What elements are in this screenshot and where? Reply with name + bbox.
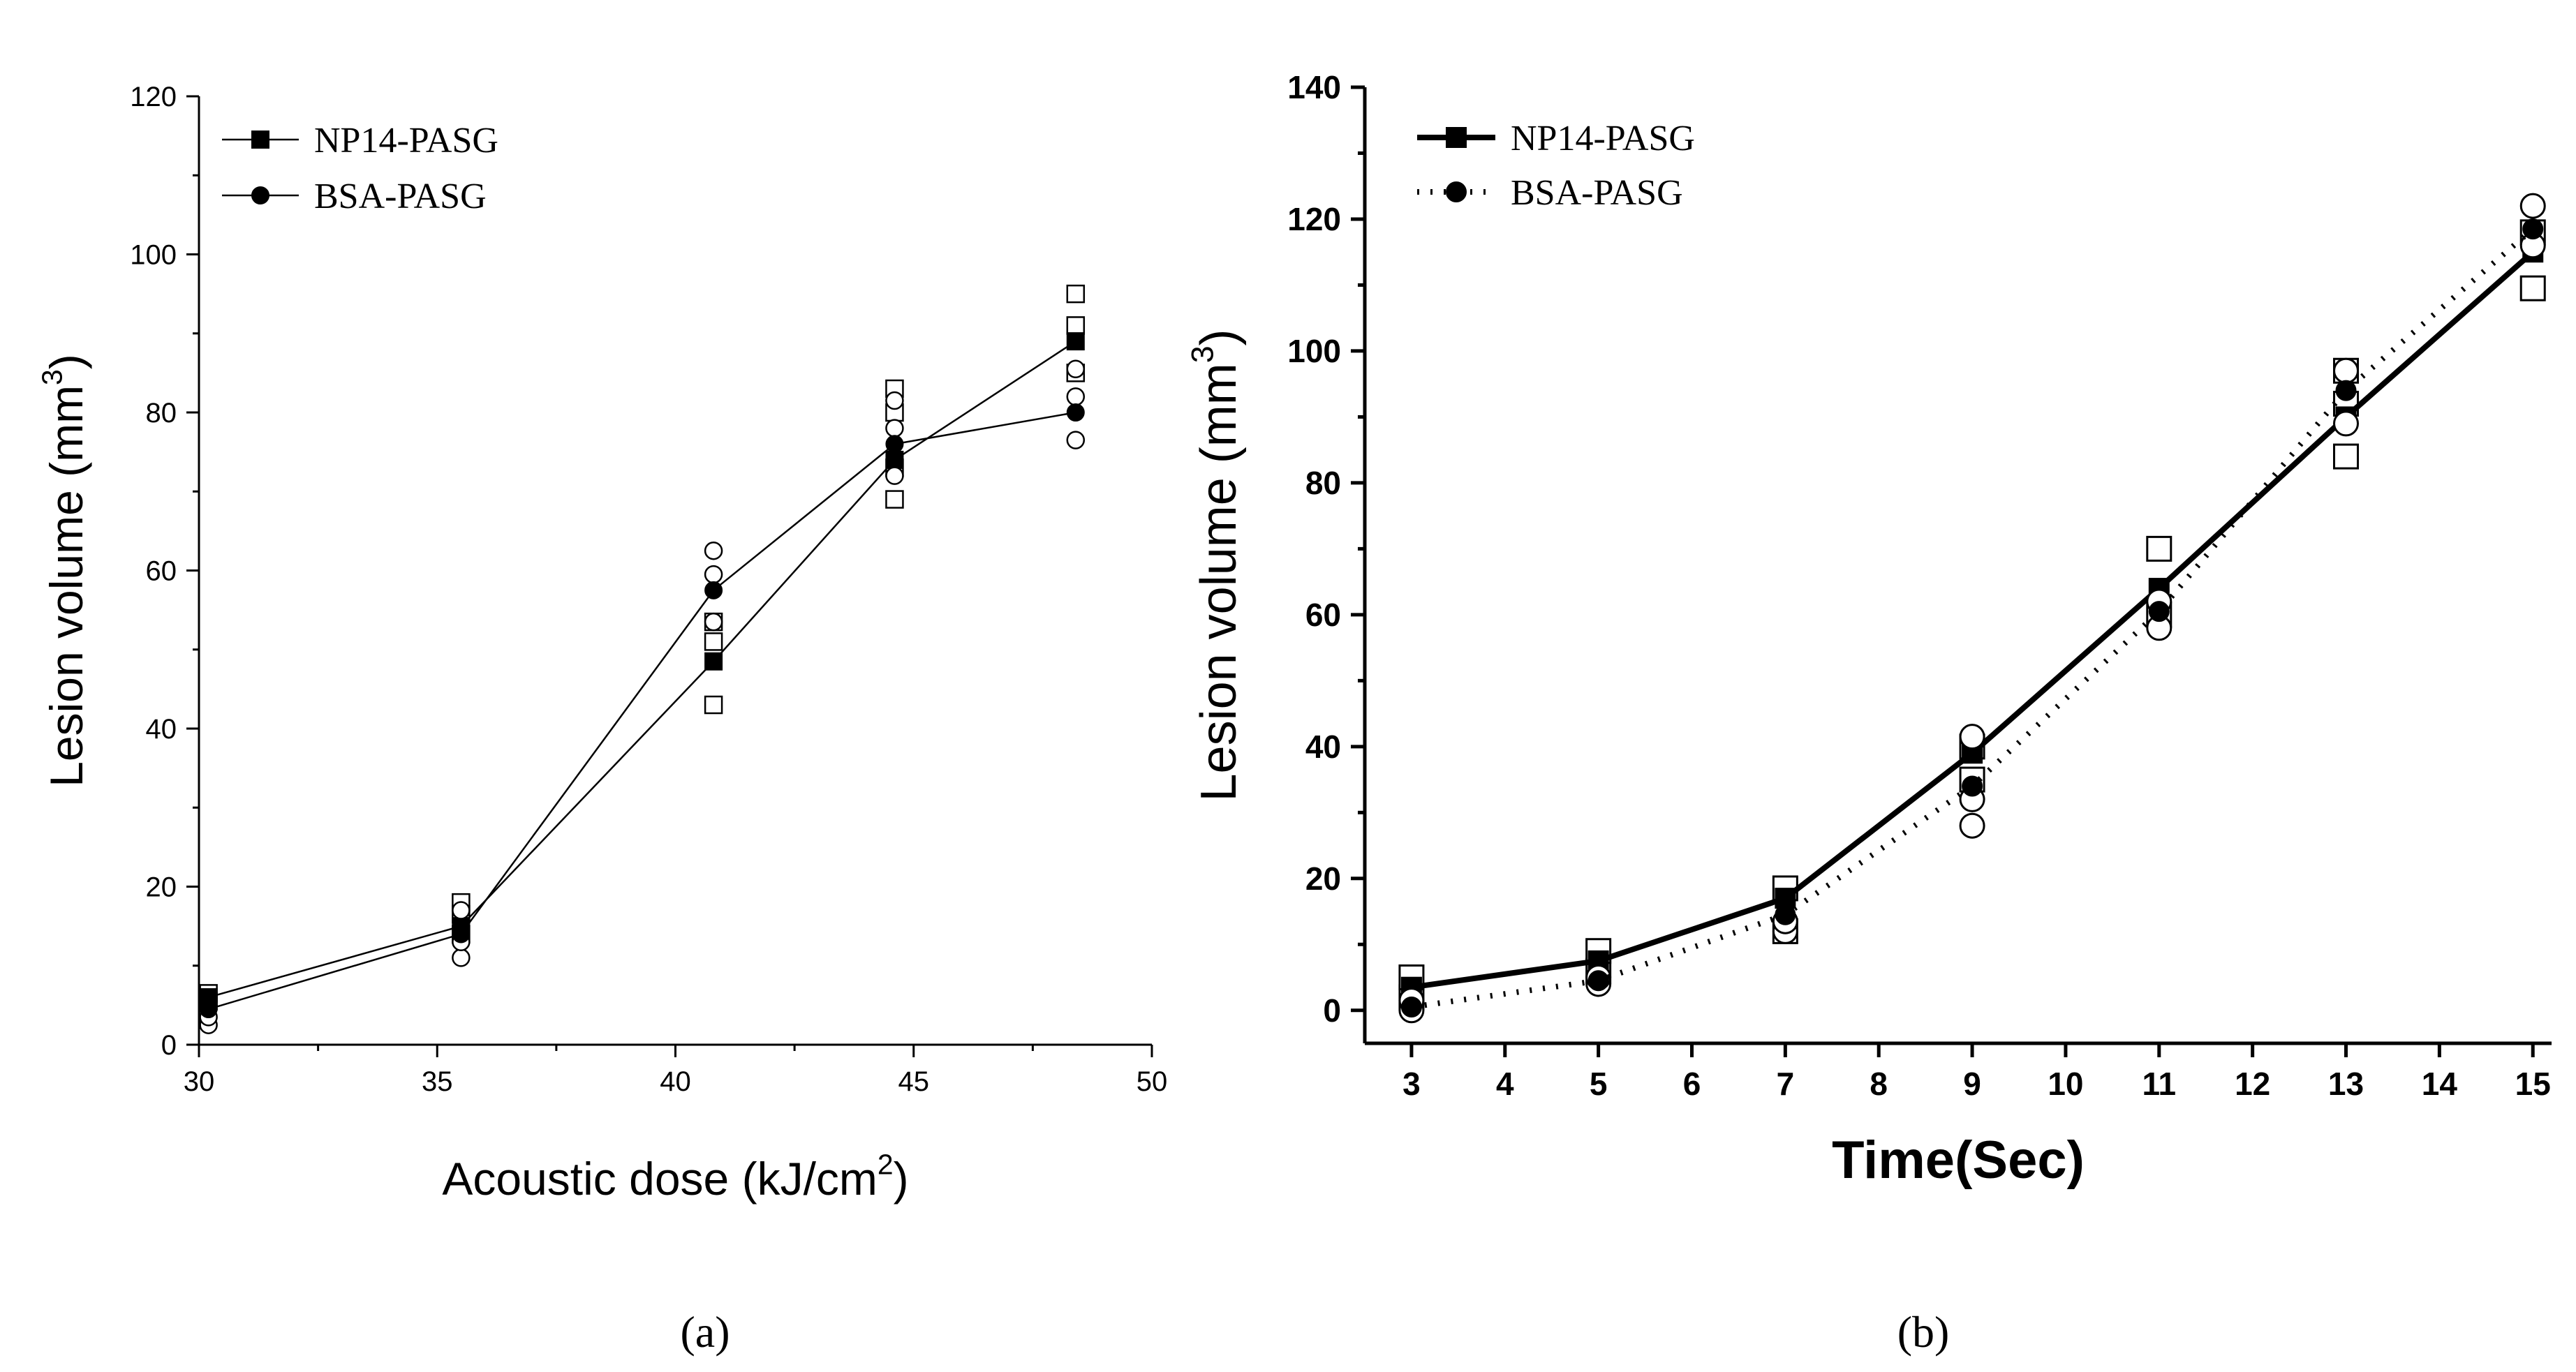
b-series-bsa-pasg-mean-point	[2335, 380, 2357, 401]
b-x-tick-label: 4	[1496, 1066, 1514, 1102]
b-series-bsa-pasg-mean-point	[1775, 904, 1796, 925]
b-series-np14-pasg-replicate-point	[2146, 535, 2172, 562]
b-y-tick-label: 0	[1323, 992, 1341, 1029]
a-x-tick-label: 50	[1137, 1066, 1168, 1097]
a-series-np14-pasg-replicate-point	[885, 490, 904, 509]
a-y-axis-label: Lesion volume (mm3)	[36, 354, 92, 787]
a-series-bsa-pasg-mean-point	[1066, 403, 1085, 422]
a-series-bsa-pasg-replicate-point	[885, 391, 904, 410]
a-series-bsa-pasg-replicate-point	[1066, 387, 1086, 406]
b-y-tick-label: 60	[1305, 597, 1341, 633]
a-series-bsa-pasg-replicate-point	[452, 901, 471, 920]
b-y-tick-label: 20	[1305, 860, 1341, 897]
b-series-bsa-pasg-mean-point	[1400, 997, 1422, 1018]
a-legend-label: BSA-PASG	[314, 177, 487, 216]
a-series-np14-pasg-replicate-point	[704, 632, 723, 651]
b-series-bsa-pasg-replicate-point	[2519, 193, 2546, 219]
b-x-tick-label: 15	[2515, 1066, 2551, 1102]
b-y-tick-label: 80	[1305, 465, 1341, 501]
a-series-np14-pasg-mean-point	[1066, 332, 1085, 351]
panel-a-chart: 0 20 40 60 80 100 120 30 35 40 45 50 Acoustic dose (…	[36, 82, 1167, 1205]
a-y-tick-label: 60	[146, 556, 177, 587]
a-legend-marker-bsa-pasg	[251, 186, 269, 204]
a-series-bsa-pasg-line	[208, 411, 1076, 1011]
a-series-bsa-pasg-replicate-point	[885, 466, 904, 485]
b-legend-label: BSA-PASG	[1511, 173, 1683, 213]
b-x-tick-label: 9	[1963, 1066, 1981, 1102]
b-series-bsa-pasg-mean-point	[2148, 601, 2170, 622]
a-y-tick-label: 100	[130, 240, 177, 271]
b-series-np14-pasg-replicate-point	[2333, 443, 2360, 470]
b-y-tick-label: 100	[1287, 333, 1341, 369]
caption-b: (b)	[1897, 1307, 1950, 1357]
b-series-bsa-pasg-mean-point	[2522, 218, 2544, 240]
caption-a: (a)	[680, 1307, 730, 1357]
a-series-np14-pasg-replicate-point	[704, 695, 723, 715]
b-legend-marker-bsa-pasg	[1446, 181, 1467, 202]
b-x-tick-label: 14	[2422, 1066, 2458, 1102]
b-series-np14-pasg-replicate-point	[2519, 275, 2546, 301]
b-y-tick-label: 40	[1305, 729, 1341, 765]
a-x-tick-label: 40	[660, 1066, 691, 1097]
b-x-tick-label: 3	[1402, 1066, 1421, 1102]
a-series-bsa-pasg-mean-point	[452, 925, 471, 944]
a-x-axis-label: Acoustic dose (kJ/cm2)	[442, 1148, 908, 1205]
a-series-bsa-pasg-replicate-point	[1066, 431, 1086, 449]
a-series-np14-pasg-replicate-point	[1066, 284, 1086, 304]
b-x-tick-label: 13	[2328, 1066, 2364, 1102]
b-series-bsa-pasg-mean-point	[1962, 775, 1983, 797]
b-y-tick-label: 140	[1287, 69, 1341, 105]
b-series-bsa-pasg-replicate-point	[1959, 724, 1985, 750]
a-series-bsa-pasg-replicate-point	[704, 541, 723, 560]
a-series-bsa-pasg-mean-point	[704, 581, 723, 599]
a-series-np14-pasg-line	[208, 341, 1076, 999]
a-series-bsa-pasg-replicate-point	[1066, 359, 1086, 378]
a-legend-label: NP14-PASG	[314, 121, 498, 161]
a-series-bsa-pasg-replicate-point	[452, 948, 471, 967]
b-x-tick-label: 11	[2142, 1066, 2176, 1102]
b-series-bsa-pasg-replicate-point	[2333, 410, 2360, 437]
a-x-tick-label: 45	[898, 1066, 930, 1097]
a-y-tick-label: 0	[161, 1030, 177, 1061]
a-series-bsa-pasg-mean-point	[885, 435, 904, 454]
b-x-tick-label: 8	[1870, 1066, 1888, 1102]
b-x-tick-label: 6	[1683, 1066, 1701, 1102]
a-y-tick-label: 20	[146, 872, 177, 903]
panel-b-chart: 0 20 40 60 80 100 120 140 3 4 5 6 7 8 9 10 11 12 13 14 15 Tim…	[1186, 69, 2552, 1190]
a-y-tick-label: 80	[146, 398, 177, 428]
b-series-np14-pasg-line	[1411, 250, 2535, 990]
a-series-np14-pasg-mean-point	[885, 450, 904, 469]
a-y-tick-label: 120	[130, 82, 177, 112]
b-x-tick-label: 5	[1590, 1066, 1608, 1102]
a-x-tick-label: 35	[422, 1066, 453, 1097]
b-x-tick-label: 7	[1777, 1066, 1795, 1102]
b-series-bsa-pasg-replicate-point	[1959, 812, 1985, 839]
b-legend-marker-np14-pasg	[1446, 127, 1467, 148]
a-series-bsa-pasg-mean-point	[199, 1000, 218, 1019]
b-x-tick-label: 10	[2048, 1066, 2083, 1102]
b-x-axis-label: Time(Sec)	[1832, 1131, 2085, 1190]
b-y-axis-label: Lesion volume (mm3)	[1186, 329, 1247, 801]
a-series-np14-pasg-mean-point	[704, 652, 723, 671]
b-series-bsa-pasg-mean-point	[1587, 970, 1609, 992]
b-series-bsa-pasg-replicate-point	[2333, 357, 2360, 384]
a-y-tick-label: 40	[146, 714, 177, 745]
a-series-bsa-pasg-replicate-point	[704, 612, 723, 632]
b-legend-label: NP14-PASG	[1511, 119, 1695, 158]
a-legend-marker-np14-pasg	[251, 131, 269, 149]
b-x-tick-label: 12	[2235, 1066, 2270, 1102]
a-x-tick-label: 30	[184, 1066, 215, 1097]
b-series-bsa-pasg-line	[1411, 227, 2535, 1010]
a-series-bsa-pasg-replicate-point	[704, 565, 723, 584]
b-y-tick-label: 120	[1287, 201, 1341, 237]
a-series-bsa-pasg-replicate-point	[885, 419, 904, 438]
a-series-np14-pasg-replicate-point	[1066, 316, 1086, 335]
